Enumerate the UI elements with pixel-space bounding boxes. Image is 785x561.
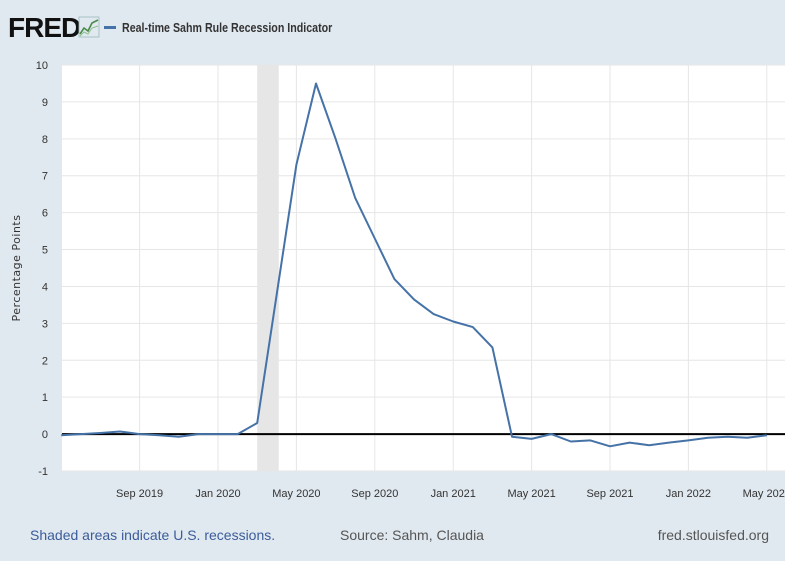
y-tick-label: 1 [42, 392, 48, 404]
x-tick-label: Sep 2019 [116, 488, 163, 500]
recession-shade [257, 65, 279, 471]
x-tick-label: Jan 2022 [666, 488, 711, 500]
y-tick-label: 0 [42, 429, 48, 441]
legend-label: Real-time Sahm Rule Recession Indicator [122, 19, 333, 35]
source-note: Source: Sahm, Claudia [340, 527, 484, 543]
x-tick-label: Jan 2021 [431, 488, 476, 500]
x-tick-label: May 2022 [743, 488, 785, 500]
x-tick-label: Jan 2020 [195, 488, 240, 500]
y-tick-label: 8 [42, 134, 48, 146]
x-tick-label: May 2020 [272, 488, 320, 500]
recession-note[interactable]: Shaded areas indicate U.S. recessions. [30, 527, 276, 543]
y-tick-label: 6 [42, 208, 48, 220]
site-link[interactable]: fred.stlouisfed.org [657, 527, 769, 543]
y-tick-label: -1 [38, 466, 48, 478]
plot-background [62, 65, 785, 471]
y-tick-label: 7 [42, 171, 48, 183]
fred-logo: FRED [8, 12, 81, 43]
y-tick-label: 2 [42, 355, 48, 367]
x-tick-label: May 2021 [507, 488, 555, 500]
x-tick-label: Sep 2021 [586, 488, 633, 500]
y-tick-label: 4 [42, 281, 48, 293]
y-tick-label: 10 [36, 60, 48, 72]
y-tick-label: 5 [42, 245, 48, 257]
chart-icon [78, 16, 100, 38]
chart-header: FRED Real-time Sahm Rule Recession Indic… [0, 0, 785, 52]
y-axis-label: Percentage Points [10, 215, 23, 322]
x-tick-label: Sep 2020 [351, 488, 398, 500]
series-line-sahm-rule [61, 82, 767, 448]
legend-swatch [104, 25, 116, 29]
legend: Real-time Sahm Rule Recession Indicator [104, 18, 378, 36]
y-tick-label: 9 [42, 97, 48, 109]
y-tick-label: 3 [42, 318, 48, 330]
